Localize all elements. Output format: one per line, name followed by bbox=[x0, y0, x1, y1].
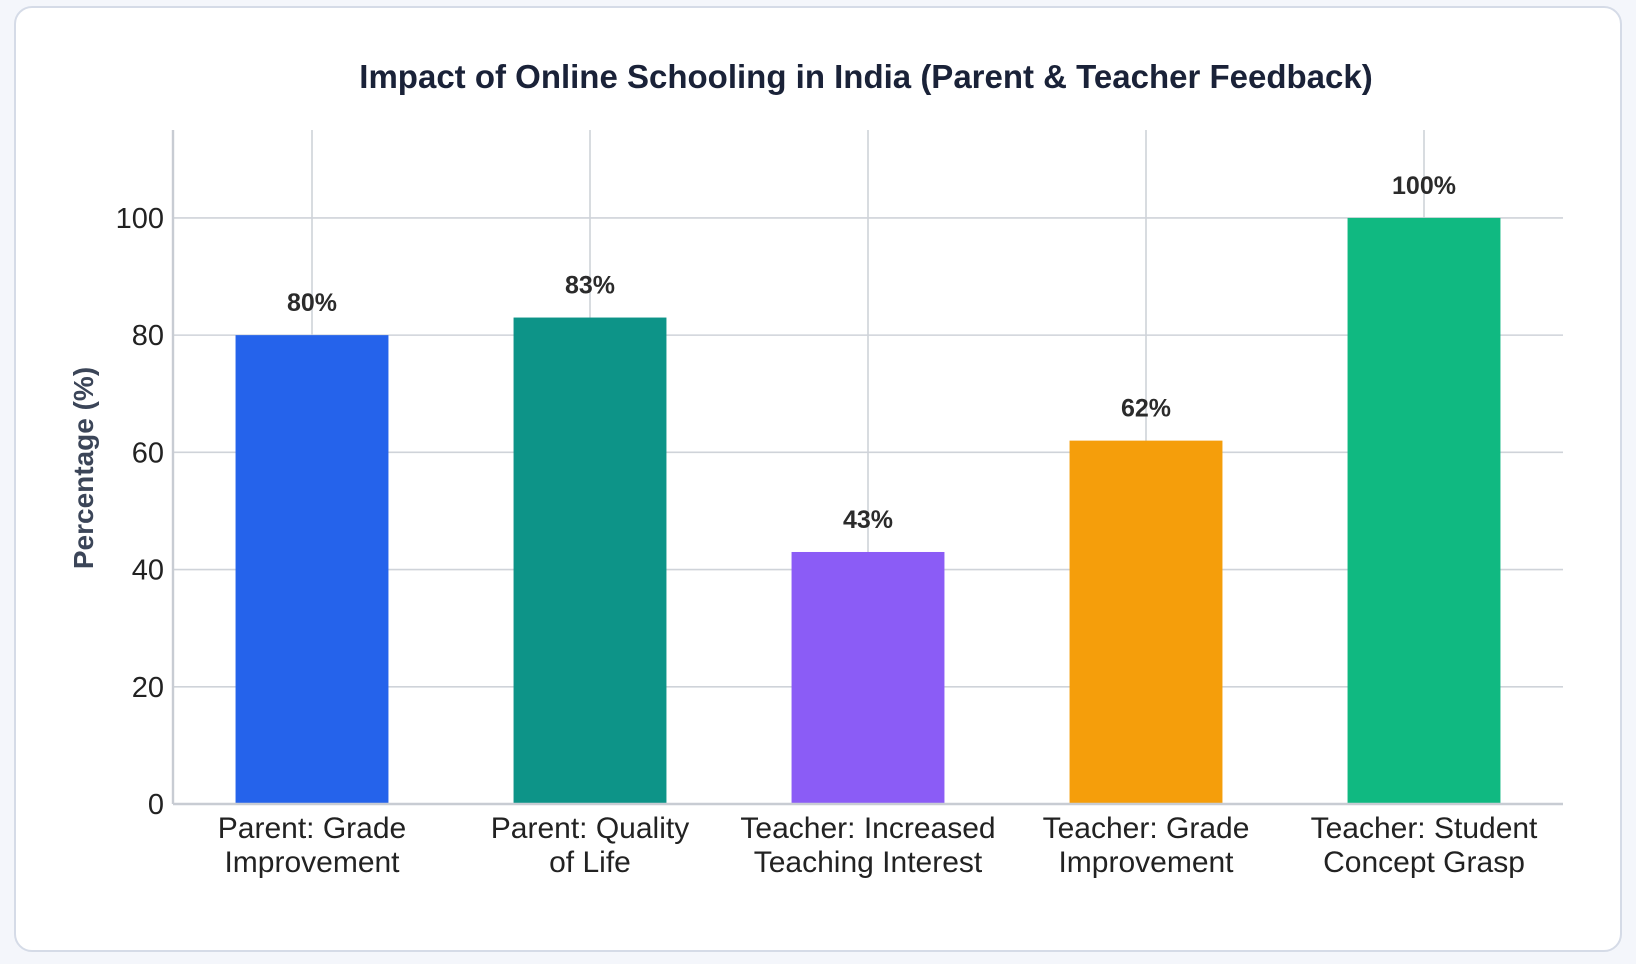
bar bbox=[235, 335, 389, 804]
x-tick-label: Teacher: Increased Teaching Interest bbox=[740, 812, 995, 879]
data-label: 83% bbox=[565, 272, 615, 300]
bar bbox=[1347, 217, 1501, 805]
bar bbox=[513, 317, 667, 804]
data-label: 43% bbox=[843, 506, 893, 534]
x-tick-label: Parent: Grade Improvement bbox=[218, 812, 406, 879]
y-tick-label: 60 bbox=[132, 437, 164, 469]
chart-title: Impact of Online Schooling in India (Par… bbox=[359, 58, 1372, 95]
x-tick-label: Teacher: Student Concept Grasp bbox=[1311, 812, 1538, 879]
y-axis-label: Percentage (%) bbox=[68, 367, 99, 569]
y-tick-label: 80 bbox=[132, 320, 164, 352]
bar bbox=[1069, 440, 1223, 804]
bars bbox=[235, 217, 1501, 805]
data-label: 62% bbox=[1121, 395, 1171, 423]
axes bbox=[171, 130, 1563, 806]
bar bbox=[791, 551, 945, 804]
x-tick-label: Teacher: Grade Improvement bbox=[1043, 812, 1250, 879]
data-label: 100% bbox=[1392, 172, 1456, 200]
labels: 0 20 40 60 80 100 80% Parent: Grade Improvement 8… bbox=[116, 172, 1538, 879]
y-tick-label: 0 bbox=[148, 789, 164, 821]
y-tick-label: 20 bbox=[132, 672, 164, 704]
y-tick-label: 100 bbox=[116, 203, 164, 235]
x-tick-label: Parent: Quality of Life bbox=[491, 812, 689, 879]
data-label: 80% bbox=[287, 289, 337, 317]
y-tick-label: 40 bbox=[132, 555, 164, 587]
